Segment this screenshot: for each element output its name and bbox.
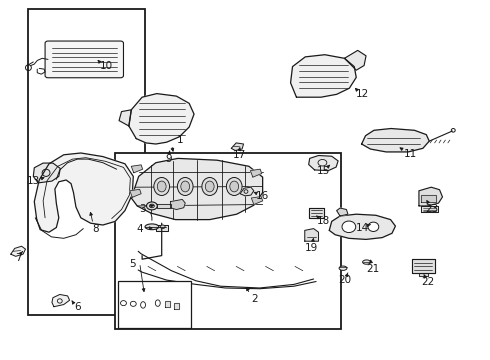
Text: 9: 9 [165, 154, 172, 164]
Bar [28, 9, 145, 315]
Text: 5: 5 [129, 258, 136, 269]
Ellipse shape [147, 202, 157, 210]
Ellipse shape [202, 177, 218, 195]
Ellipse shape [342, 221, 356, 233]
Text: 17: 17 [232, 150, 246, 160]
Polygon shape [129, 94, 194, 144]
Text: 1: 1 [177, 135, 184, 145]
Text: 8: 8 [92, 224, 99, 234]
Polygon shape [34, 153, 133, 232]
Polygon shape [309, 156, 338, 171]
Text: 2: 2 [251, 294, 258, 304]
Text: 4: 4 [136, 224, 143, 234]
Polygon shape [52, 294, 70, 307]
Text: 13: 13 [26, 176, 40, 186]
Text: 15: 15 [317, 166, 330, 176]
Polygon shape [305, 229, 318, 241]
Polygon shape [240, 187, 254, 196]
Ellipse shape [339, 266, 347, 270]
Text: 23: 23 [425, 204, 439, 214]
Polygon shape [337, 208, 348, 216]
Polygon shape [119, 110, 131, 126]
Polygon shape [11, 246, 25, 256]
Ellipse shape [226, 177, 242, 195]
Text: 22: 22 [421, 276, 435, 287]
Polygon shape [33, 163, 60, 183]
Polygon shape [421, 206, 438, 212]
Ellipse shape [363, 260, 370, 264]
Ellipse shape [205, 181, 214, 192]
Text: 16: 16 [255, 191, 269, 201]
Polygon shape [421, 195, 436, 202]
Polygon shape [231, 143, 244, 150]
Text: 7: 7 [15, 253, 22, 264]
Text: 18: 18 [317, 216, 330, 226]
Text: 19: 19 [304, 243, 318, 253]
Text: 6: 6 [74, 302, 81, 312]
Ellipse shape [181, 181, 190, 192]
Text: 3: 3 [139, 204, 146, 214]
Bar [118, 281, 191, 328]
Polygon shape [329, 214, 395, 239]
Text: 20: 20 [338, 275, 351, 285]
Polygon shape [174, 303, 179, 309]
Polygon shape [250, 169, 262, 177]
Ellipse shape [230, 181, 239, 192]
Polygon shape [309, 208, 324, 218]
Ellipse shape [157, 181, 166, 192]
Polygon shape [131, 158, 263, 220]
Polygon shape [419, 187, 442, 206]
Text: 12: 12 [356, 89, 369, 99]
Polygon shape [130, 189, 141, 197]
Text: 11: 11 [404, 149, 417, 159]
Ellipse shape [154, 177, 170, 195]
Bar [115, 153, 341, 329]
Polygon shape [131, 165, 143, 173]
Ellipse shape [177, 177, 193, 195]
FancyBboxPatch shape [45, 41, 123, 78]
Text: 14: 14 [356, 222, 369, 233]
Polygon shape [419, 273, 428, 276]
Polygon shape [344, 50, 366, 70]
Text: 10: 10 [100, 60, 113, 71]
Polygon shape [165, 301, 170, 307]
Polygon shape [251, 197, 263, 204]
Polygon shape [157, 204, 171, 208]
Polygon shape [156, 225, 168, 231]
Ellipse shape [145, 224, 159, 230]
Polygon shape [291, 55, 356, 97]
Ellipse shape [368, 222, 379, 231]
Text: 21: 21 [366, 264, 379, 274]
Ellipse shape [160, 225, 165, 229]
Polygon shape [171, 199, 185, 210]
Polygon shape [412, 259, 435, 273]
Polygon shape [362, 129, 429, 152]
